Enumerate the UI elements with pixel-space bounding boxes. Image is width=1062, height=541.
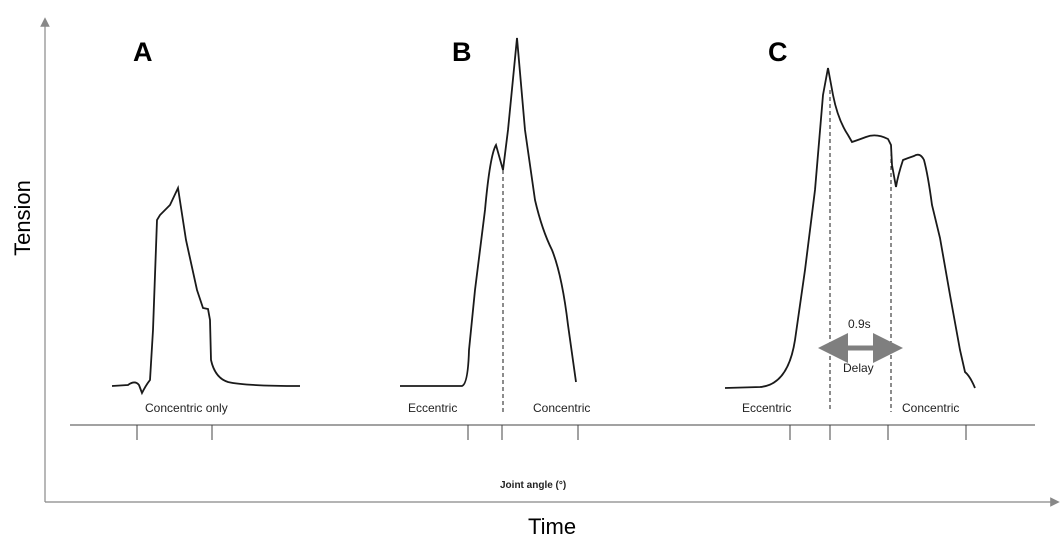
panel-b-letter: B — [452, 37, 472, 67]
curve-a — [111, 184, 301, 396]
panel-c-phase-left: Eccentric — [742, 401, 791, 415]
delay-label: Delay — [843, 361, 874, 375]
panel-a-phase-label: Concentric only — [145, 401, 228, 415]
panel-c-phase-right: Concentric — [902, 401, 959, 415]
y-axis-title: Tension — [10, 180, 35, 256]
panel-b-phase-right: Concentric — [533, 401, 590, 415]
joint-angle-ticks — [136, 425, 967, 440]
delay-value: 0.9s — [848, 317, 871, 331]
joint-angle-label: Joint angle (°) — [500, 480, 566, 491]
panel-a-letter: A — [133, 37, 153, 67]
panel-c-letter: C — [768, 37, 788, 67]
panel-b-phase-left: Eccentric — [408, 401, 457, 415]
curve-c — [724, 67, 976, 389]
curve-b — [400, 37, 577, 387]
x-axis-title: Time — [528, 514, 576, 539]
